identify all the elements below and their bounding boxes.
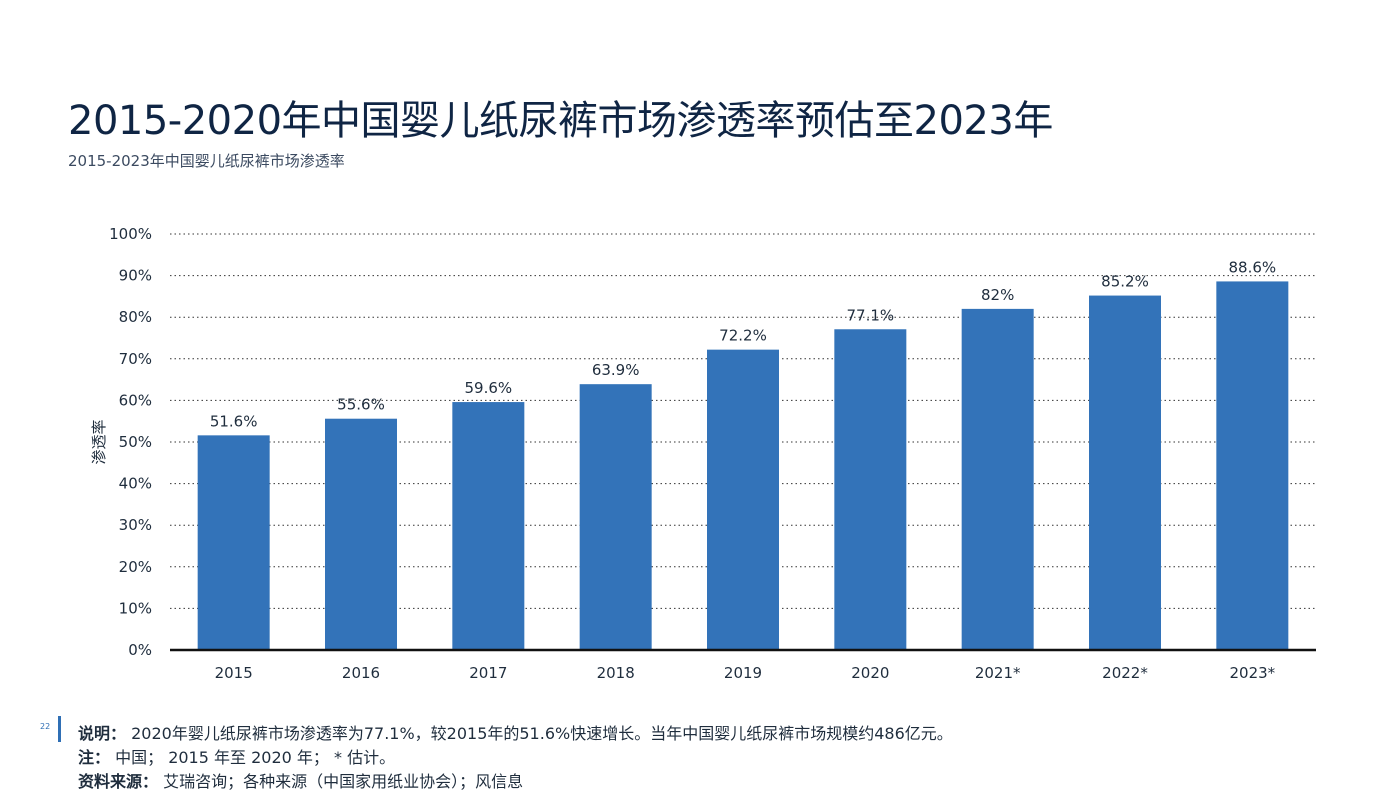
remark-line: 注： 中国； 2015 年至 2020 年； * 估计。 — [78, 744, 953, 768]
y-tick-label: 20% — [119, 558, 152, 576]
y-tick-label: 60% — [119, 391, 152, 409]
source-label: 资料来源： — [78, 772, 159, 791]
data-label: 51.6% — [210, 412, 258, 430]
y-axis-ticks: 0% 10% 20% 30% 40% 50% 60% 70% 80% 90% 100% — [109, 225, 152, 659]
data-label: 85.2% — [1101, 273, 1149, 291]
bar — [961, 308, 1034, 650]
x-tick-label: 2018 — [597, 664, 635, 682]
x-tick-label: 2020 — [851, 664, 889, 682]
y-tick-label: 10% — [119, 599, 152, 617]
chart-subtitle: 2015-2023年中国婴儿纸尿裤市场渗透率 — [68, 152, 345, 170]
x-tick-label: 2022* — [1102, 664, 1148, 682]
remark-label: 注： — [78, 748, 111, 767]
y-tick-label: 40% — [119, 475, 152, 493]
y-axis-label: 渗透率 — [90, 419, 108, 464]
page-title: 2015-2020年中国婴儿纸尿裤市场渗透率预估至2023年 — [68, 98, 1053, 144]
bar — [197, 435, 270, 650]
remark-text: 中国； 2015 年至 2020 年； * 估计。 — [115, 748, 396, 767]
bar — [452, 402, 525, 650]
y-tick-label: 80% — [119, 308, 152, 326]
bars — [197, 281, 1289, 650]
bar — [1216, 281, 1289, 650]
x-tick-label: 2019 — [724, 664, 762, 682]
x-axis-ticks: 2015 2016 2017 2018 2019 2020 2021* 2022* 2023* — [215, 664, 1276, 682]
source-text: 艾瑞咨询；各种来源（中国家用纸业协会）；风信息 — [163, 772, 524, 791]
y-tick-label: 30% — [119, 516, 152, 534]
x-tick-label: 2023* — [1229, 664, 1275, 682]
y-tick-label: 90% — [119, 267, 152, 285]
page-number: 22 — [40, 722, 51, 731]
x-tick-label: 2017 — [469, 664, 507, 682]
data-label: 88.6% — [1229, 258, 1277, 276]
x-tick-label: 2016 — [342, 664, 380, 682]
note-label: 说明： — [78, 724, 127, 743]
y-tick-label: 0% — [128, 641, 152, 659]
data-label: 63.9% — [592, 361, 640, 379]
x-tick-label: 2015 — [215, 664, 253, 682]
footer-accent-bar — [58, 716, 61, 742]
bar — [1089, 295, 1161, 650]
y-tick-label: 100% — [109, 225, 152, 243]
data-label: 55.6% — [337, 396, 385, 414]
bar — [707, 349, 779, 650]
data-label: 72.2% — [719, 327, 767, 345]
y-tick-label: 50% — [119, 433, 152, 451]
bar — [579, 384, 652, 650]
y-tick-label: 70% — [119, 350, 152, 368]
note-text: 2020年婴儿纸尿裤市场渗透率为77.1%，较2015年的51.6%快速增长。当… — [131, 724, 953, 743]
source-line: 资料来源： 艾瑞咨询；各种来源（中国家用纸业协会）；风信息 — [78, 768, 953, 792]
note-line: 说明： 2020年婴儿纸尿裤市场渗透率为77.1%，较2015年的51.6%快速… — [78, 720, 953, 744]
bar — [834, 329, 907, 650]
x-tick-label: 2021* — [975, 664, 1021, 682]
footer-notes: 说明： 2020年婴儿纸尿裤市场渗透率为77.1%，较2015年的51.6%快速… — [78, 720, 953, 792]
data-label: 77.1% — [847, 306, 895, 324]
data-label: 82% — [981, 286, 1014, 304]
bar — [325, 418, 397, 650]
data-labels: 51.6% 55.6% 59.6% 63.9% 72.2% 77.1% 82% 85.2% 88… — [210, 258, 1276, 430]
data-label: 59.6% — [465, 379, 513, 397]
